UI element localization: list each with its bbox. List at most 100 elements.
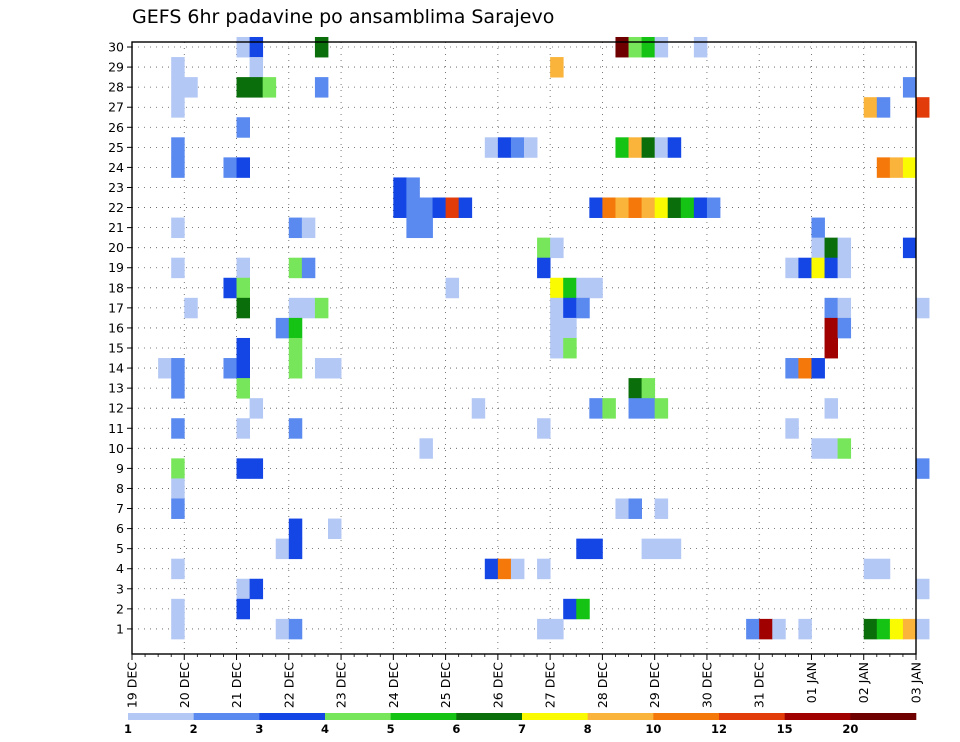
heatmap-cell <box>236 458 250 479</box>
heatmap-cell <box>615 36 629 58</box>
legend-label: 6 <box>452 722 460 736</box>
heatmap-cell <box>902 157 917 178</box>
legend-label: 2 <box>190 722 198 736</box>
heatmap-cell <box>393 197 407 218</box>
heatmap-cell <box>641 36 656 58</box>
heatmap-cell <box>798 618 812 640</box>
heatmap-cell <box>876 97 891 118</box>
y-tick-label: 30 <box>108 40 124 55</box>
heatmap-cell <box>550 618 564 640</box>
heatmap-cell <box>706 197 721 218</box>
legend-label: 1 <box>124 722 132 736</box>
heatmap-cell <box>236 36 250 58</box>
legend-label: 4 <box>321 722 329 736</box>
y-tick-label: 11 <box>108 421 124 436</box>
heatmap-cell <box>537 237 551 259</box>
x-tick-label: 31 DEC <box>752 662 767 708</box>
heatmap-cell <box>785 358 799 379</box>
legend-swatch <box>128 713 194 720</box>
heatmap-cell <box>288 518 303 540</box>
heatmap-cell <box>301 217 316 239</box>
heatmap-cell <box>262 77 277 98</box>
legend-swatch <box>456 713 523 720</box>
heatmap-cell <box>510 558 525 580</box>
heatmap-cell <box>171 137 185 158</box>
y-tick-label: 17 <box>108 300 124 315</box>
x-tick-label: 01 JAN <box>804 662 819 703</box>
heatmap-cell <box>236 578 250 600</box>
y-tick-label: 9 <box>116 461 124 476</box>
heatmap-cell <box>249 77 264 98</box>
heatmap-cell <box>824 398 838 419</box>
heatmap-cell <box>249 57 264 78</box>
y-tick-label: 25 <box>108 140 124 155</box>
y-tick-label: 28 <box>108 80 124 95</box>
legend-swatch <box>587 713 654 720</box>
heatmap-cell <box>628 137 642 158</box>
legend-label: 20 <box>842 722 858 736</box>
heatmap-cell <box>158 358 172 379</box>
heatmap-cell <box>537 418 551 439</box>
heatmap-cell <box>654 498 669 519</box>
heatmap-cell <box>419 217 433 239</box>
heatmap-cell <box>406 177 420 198</box>
heatmap-cell <box>184 297 198 319</box>
x-tick-label: 21 DEC <box>229 662 244 708</box>
heatmap-cell <box>288 618 303 640</box>
heatmap-cell <box>171 618 185 640</box>
x-tick-label: 22 DEC <box>281 662 296 708</box>
x-tick-label: 03 JAN <box>909 662 924 703</box>
heatmap-cell <box>171 378 185 399</box>
heatmap-cell <box>654 137 669 158</box>
y-tick-label: 23 <box>108 180 124 195</box>
heatmap-cell <box>171 358 185 379</box>
heatmap-cell <box>811 257 825 279</box>
cells-layer <box>158 36 930 640</box>
y-tick-label: 24 <box>108 160 124 175</box>
heatmap-cell <box>249 398 264 419</box>
legend-label: 10 <box>645 722 661 736</box>
heatmap-cell <box>249 458 264 479</box>
heatmap-cell <box>171 77 185 98</box>
heatmap-cell <box>889 618 904 640</box>
heatmap-cell <box>171 257 185 279</box>
legend-swatch <box>522 713 588 720</box>
heatmap-cell <box>288 358 303 379</box>
heatmap-cell <box>497 137 512 158</box>
heatmap-cell <box>824 337 838 359</box>
y-tick-label: 15 <box>108 341 124 356</box>
heatmap-cell <box>589 398 603 419</box>
heatmap-cell <box>654 538 669 560</box>
heatmap-cell <box>236 157 250 178</box>
heatmap-cell <box>171 418 185 439</box>
heatmap-cell <box>693 36 708 58</box>
heatmap-cell <box>236 277 250 299</box>
heatmap-cell <box>445 197 460 218</box>
heatmap-cell <box>772 618 786 640</box>
heatmap-cell <box>589 538 603 560</box>
heatmap-cell <box>537 257 551 279</box>
heatmap-cell <box>563 317 577 339</box>
heatmap-cell <box>602 398 616 419</box>
y-tick-label: 14 <box>108 361 124 376</box>
heatmap-cell <box>445 277 460 299</box>
legend-swatch <box>653 713 720 720</box>
heatmap-cell <box>667 197 682 218</box>
x-tick-label: 29 DEC <box>647 662 662 708</box>
heatmap-cell <box>876 157 891 178</box>
heatmap-cell <box>236 337 250 359</box>
heatmap-cell <box>171 97 185 118</box>
heatmap-cell <box>288 257 303 279</box>
heatmap-cell <box>824 257 838 279</box>
heatmap-cell <box>223 157 237 178</box>
y-tick-label: 5 <box>116 541 124 556</box>
heatmap-cell <box>550 297 564 319</box>
heatmap-cell <box>641 538 656 560</box>
legend-label: 5 <box>387 722 395 736</box>
y-tick-label: 3 <box>116 581 124 596</box>
heatmap-cell <box>667 538 682 560</box>
heatmap-cell <box>249 36 264 58</box>
y-tick-label: 2 <box>116 601 124 616</box>
heatmap-cell <box>811 438 825 459</box>
